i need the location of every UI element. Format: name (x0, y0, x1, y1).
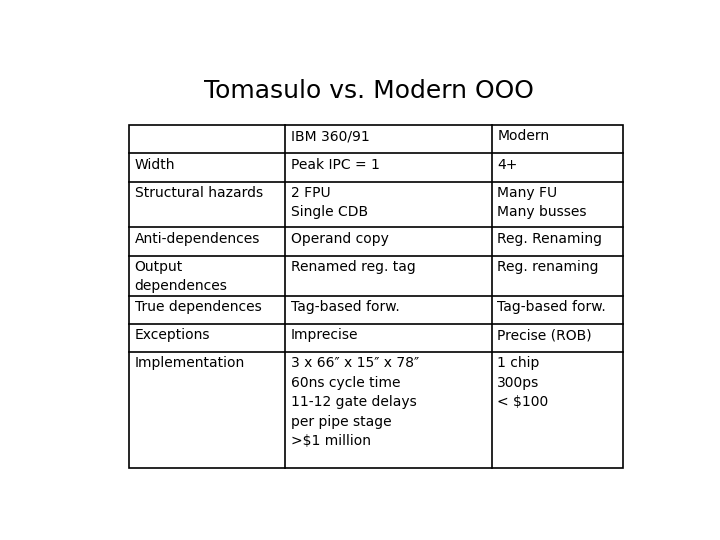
Bar (129, 125, 623, 468)
Text: Precise (ROB): Precise (ROB) (498, 328, 592, 342)
Text: Renamed reg. tag: Renamed reg. tag (291, 260, 415, 274)
Text: IBM 360/91: IBM 360/91 (291, 129, 369, 143)
Text: Tomasulo vs. Modern OOO: Tomasulo vs. Modern OOO (204, 79, 534, 103)
Text: 3 x 66″ x 15″ x 78″
60ns cycle time
11-12 gate delays
per pipe stage
>$1 million: 3 x 66″ x 15″ x 78″ 60ns cycle time 11-1… (291, 356, 419, 448)
Text: Implementation: Implementation (135, 356, 245, 370)
Text: Output
dependences: Output dependences (135, 260, 228, 293)
Text: True dependences: True dependences (135, 300, 261, 314)
Text: Tag-based forw.: Tag-based forw. (291, 300, 400, 314)
Text: Width: Width (135, 158, 175, 172)
Text: 4+: 4+ (498, 158, 518, 172)
Text: Reg. renaming: Reg. renaming (498, 260, 599, 274)
Text: Exceptions: Exceptions (135, 328, 210, 342)
Text: Many FU
Many busses: Many FU Many busses (498, 186, 587, 219)
Text: Tag-based forw.: Tag-based forw. (498, 300, 606, 314)
Text: Reg. Renaming: Reg. Renaming (498, 232, 603, 246)
Text: 1 chip
300ps
< $100: 1 chip 300ps < $100 (498, 356, 549, 409)
Text: Peak IPC = 1: Peak IPC = 1 (291, 158, 379, 172)
Text: Modern: Modern (498, 129, 549, 143)
Text: Structural hazards: Structural hazards (135, 186, 263, 200)
Text: Imprecise: Imprecise (291, 328, 359, 342)
Text: Operand copy: Operand copy (291, 232, 389, 246)
Text: 2 FPU
Single CDB: 2 FPU Single CDB (291, 186, 368, 219)
Text: Anti-dependences: Anti-dependences (135, 232, 260, 246)
